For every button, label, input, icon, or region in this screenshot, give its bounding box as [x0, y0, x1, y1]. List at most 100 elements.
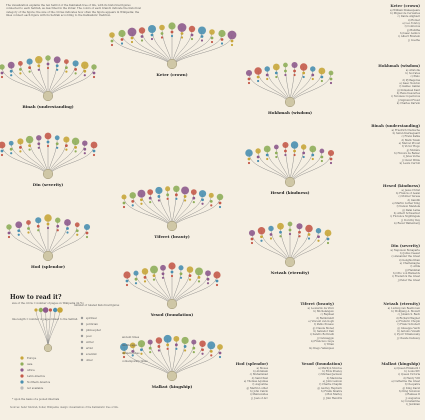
attribute-dot: [56, 146, 59, 149]
list-item: c) Plato: [410, 75, 420, 79]
figure-dot: [109, 32, 115, 38]
sefirah-group: Yesod (foundation): [123, 262, 221, 317]
list-title: Hod (splendor): [235, 361, 268, 366]
list-hokhmah: Hokhmah (wisdom) a) Aristotle b) Socrates…: [338, 63, 420, 105]
attribute-dot: [149, 350, 152, 354]
figure-dot: [178, 265, 184, 271]
list-item: f) Attila: [410, 265, 420, 269]
attribute-dot: [320, 159, 323, 163]
attribute-dot: [192, 346, 196, 350]
attribute-dot: [284, 73, 287, 77]
attribute-dot: [197, 280, 201, 283]
list-item: g) Hannibal: [405, 268, 420, 272]
list-item: l) Justinian: [406, 403, 420, 407]
attribute-dot: [220, 42, 224, 45]
attribute-dot: [256, 75, 260, 79]
attribute-dot: [329, 81, 333, 85]
attribute-dot: [46, 144, 50, 148]
sefirah-group: Hokhmah (wisdom): [245, 61, 334, 115]
attribute-dot: [247, 81, 251, 85]
sefirah-label: Tiferet (beauty): [154, 234, 190, 239]
sefirah-group: Netzah (eternity): [248, 221, 332, 275]
list-item: f) Augustine: [252, 383, 269, 387]
attribute-dot: [320, 155, 324, 159]
list-item: i) Sandro Botticelli: [310, 333, 334, 337]
legend-role: other: [86, 359, 94, 362]
branch-line: [171, 31, 213, 69]
attribute-dot: [131, 204, 134, 207]
figure-dot: [263, 145, 271, 153]
legend-note: line length = number of pages linked to …: [12, 318, 78, 321]
list-item: b) Elvis Presley: [322, 369, 342, 373]
list-item: b) Louis XIV: [404, 369, 420, 373]
figure-dot: [287, 221, 293, 227]
list-item: d) Rembrandt: [316, 316, 334, 320]
figure-dot: [168, 22, 176, 30]
attribute-dot: [201, 348, 204, 352]
attribute-dot: [166, 193, 170, 197]
attribute-dot: [170, 274, 174, 278]
attribute-dot: [230, 43, 234, 47]
attribute-dot: [188, 274, 192, 277]
legend-role: spiritual: [86, 317, 97, 320]
attribute-dot: [74, 72, 77, 75]
attribute-dot: [65, 70, 68, 73]
legend-dot: [38, 307, 43, 313]
attribute-dot: [134, 277, 138, 281]
list-item: l) Titian: [324, 343, 334, 347]
attribute-dot: [19, 150, 22, 153]
list-item: i) Florence Nightingale: [390, 215, 420, 219]
attribute-dot: [279, 235, 282, 238]
legend-note: number of related historical figures: [74, 304, 120, 307]
list-item: e) Isaac Newton: [399, 81, 420, 85]
list-item: f) Victor Hugo: [401, 145, 420, 149]
attribute-dot: [247, 157, 251, 161]
list-item: k) Raoul Wallenberg: [394, 222, 420, 226]
figure-dot: [17, 138, 24, 145]
figure-dot: [188, 25, 196, 33]
sefirah-group: Malkut (kingship): [120, 334, 223, 389]
figure-dot: [291, 61, 298, 69]
figure-dot: [207, 341, 216, 350]
list-title: Netzah (eternity): [383, 301, 420, 306]
legend-title: How to read it?: [10, 294, 62, 301]
figure-dot: [282, 141, 289, 149]
figure-dot: [318, 67, 326, 75]
list-item: i) Pyotr Tchaikovsky: [394, 333, 420, 337]
attribute-dot: [215, 279, 219, 283]
list-item: j) Jimi Hendrix: [323, 396, 342, 400]
list-item: m) Diego Velázquez: [309, 346, 334, 350]
attribute-dot: [175, 197, 178, 200]
list-item: j) Sigmund Freud: [397, 98, 420, 102]
attribute-dot: [210, 40, 214, 44]
sefirah-node: [42, 168, 54, 180]
list-item: k) Francisco Goya: [311, 340, 334, 344]
figure-dot: [310, 66, 316, 72]
legend-category: Northern America: [27, 381, 51, 384]
attribute-dot: [10, 152, 13, 155]
list-item: a) Leonardo da Vinci: [307, 306, 334, 310]
figure-dot: [217, 344, 223, 350]
figure-dot: [72, 60, 79, 67]
figure-dot: [121, 194, 127, 200]
sefirah-node: [166, 220, 178, 232]
branch-line: [171, 273, 209, 309]
branch-line: [11, 143, 49, 179]
figure-dot: [290, 141, 299, 149]
attribute-dot: [110, 43, 114, 47]
attribute-dot: [0, 75, 4, 79]
attribute-dot: [28, 148, 31, 151]
attribute-dot: [257, 79, 260, 83]
figure-dot: [283, 62, 288, 68]
attribute-dot: [209, 199, 213, 203]
figure-dot: [257, 227, 266, 235]
attribute-dot: [83, 74, 86, 77]
list-item: h) King Solomon: [398, 390, 420, 393]
attribute-dot: [122, 205, 126, 209]
list-netzah: Netzah (eternity) a) Ludwig van Beethove…: [338, 301, 420, 340]
attribute-dot: [170, 270, 174, 274]
attribute-dot: [302, 75, 305, 79]
attribute-dot: [192, 350, 195, 354]
list-item: h) Isaac Asimov: [399, 32, 420, 35]
list-item: c) Dante Alighieri: [397, 15, 420, 19]
